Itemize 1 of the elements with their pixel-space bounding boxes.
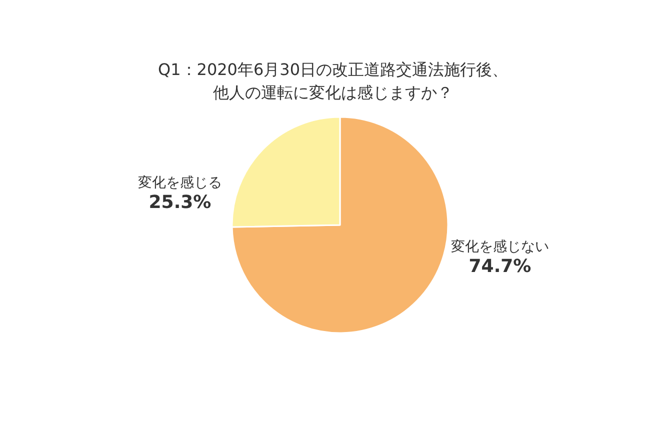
title: Q1：2020年6月30日の改正道路交通法施行後、他人の運転に変化は感じますか？	[156, 59, 510, 104]
